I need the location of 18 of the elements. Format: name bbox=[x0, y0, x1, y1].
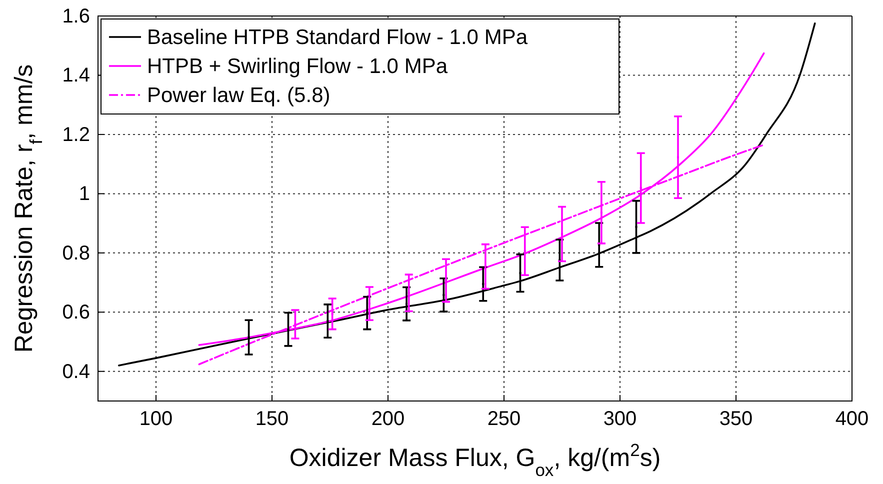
y-tick-label: 1.4 bbox=[62, 64, 90, 87]
x-tick-label: 200 bbox=[371, 408, 405, 430]
x-axis-title: Oxidizer Mass Flux, G$_{ox}$, kg/(m$^{2}$s) bbox=[289, 440, 661, 480]
y-tick-label: 0.8 bbox=[62, 242, 90, 264]
x-tick-label: 250 bbox=[487, 408, 521, 430]
x-tick-label: 150 bbox=[255, 408, 289, 430]
x-tick-label: 100 bbox=[139, 408, 173, 430]
y-tick-label: 0.6 bbox=[62, 302, 90, 324]
legend-label: HTPB + Swirling Flow - 1.0 MPa bbox=[147, 55, 448, 78]
x-tick-label: 400 bbox=[835, 408, 869, 430]
y-tick-label: 1 bbox=[78, 183, 90, 206]
legend-label: Baseline HTPB Standard Flow - 1.0 MPa bbox=[147, 26, 528, 49]
y-tick-label: 1.6 bbox=[62, 5, 90, 28]
x-tick-label: 300 bbox=[603, 408, 637, 430]
y-tick-label: 1.2 bbox=[62, 124, 90, 146]
y-tick-label: 0.4 bbox=[62, 360, 90, 383]
x-tick-label: 350 bbox=[719, 408, 753, 430]
legend-label: Power law Eq. (5.8) bbox=[147, 84, 330, 107]
